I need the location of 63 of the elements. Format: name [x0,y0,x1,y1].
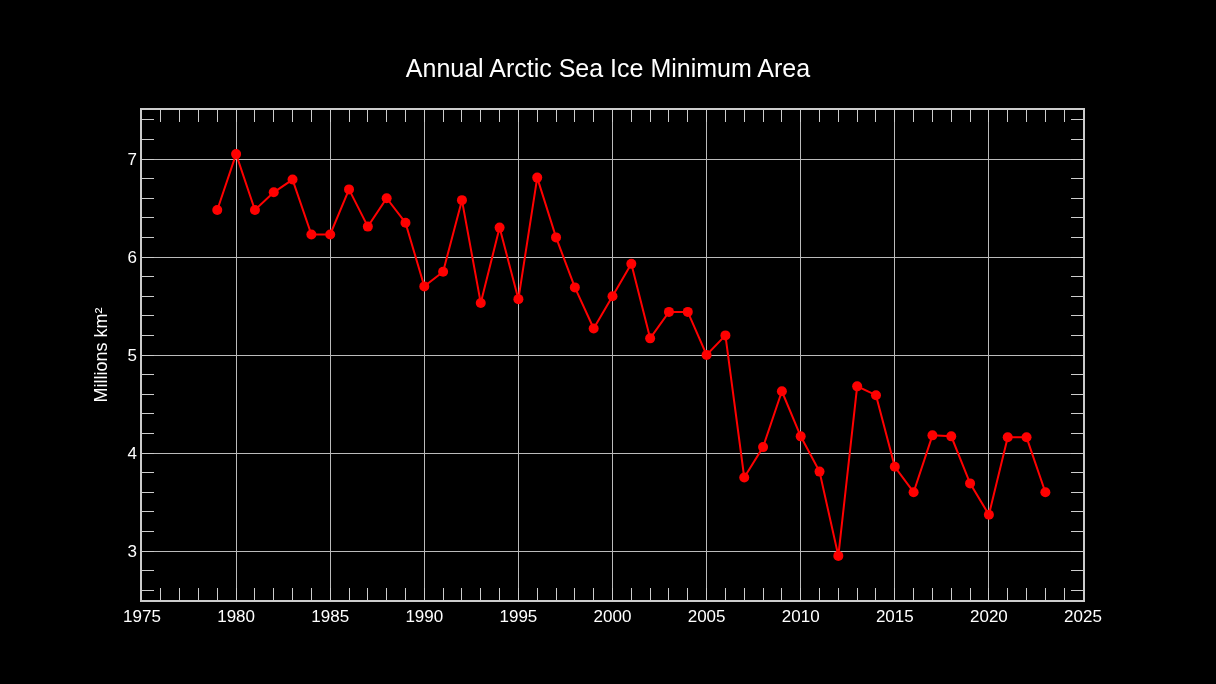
point [212,204,223,215]
point [739,472,750,483]
point [569,282,580,293]
point [532,172,543,183]
point [588,323,599,334]
point [795,431,806,442]
point [852,381,863,392]
point [438,266,449,277]
y-axis-title: Millions km² [91,307,112,403]
chart-title: Annual Arctic Sea Ice Minimum Area [405,54,811,83]
y-tick-label: 4 [127,443,137,463]
point [419,281,430,292]
point [362,221,373,232]
point [306,229,317,240]
x-tick-label: 2015 [875,607,914,627]
x-tick-label: 1975 [123,607,161,627]
point [456,195,467,206]
point [494,222,505,233]
point [701,350,712,360]
y-tick-label: 6 [127,247,137,267]
point [1021,432,1032,443]
point [682,306,693,317]
point [1040,487,1051,498]
point [965,478,976,489]
point [325,229,336,240]
point [908,487,919,498]
x-tick-label: 1980 [217,607,256,627]
point [889,461,900,472]
point [1002,432,1013,443]
x-tick-label: 1990 [405,607,444,627]
point [814,466,825,477]
point [833,550,844,561]
y-tick-label: 3 [127,541,137,561]
point [268,187,279,198]
point [946,431,957,442]
point [400,217,411,228]
point [344,184,355,195]
y-tick-label: 7 [127,149,137,169]
point [927,430,938,441]
point [720,330,731,341]
x-tick-label: 2010 [781,607,820,627]
x-tick-label: 1995 [499,607,538,627]
point [381,193,392,204]
point [231,149,242,160]
point [983,509,994,520]
x-tick-label: 2025 [1064,607,1102,627]
point [249,204,260,215]
x-tick-label: 2005 [687,607,726,627]
point [776,386,787,397]
point [870,390,881,401]
point [551,232,562,243]
y-tick-label: 5 [127,345,137,365]
x-tick-label: 1985 [311,607,350,627]
point [663,306,674,317]
point [607,291,618,302]
x-tick-label: 2020 [969,607,1008,627]
point [758,442,769,453]
point [475,298,486,309]
point [626,258,637,269]
point [513,294,524,305]
x-tick-label: 2000 [593,607,632,627]
point [287,174,298,185]
point [645,333,656,344]
